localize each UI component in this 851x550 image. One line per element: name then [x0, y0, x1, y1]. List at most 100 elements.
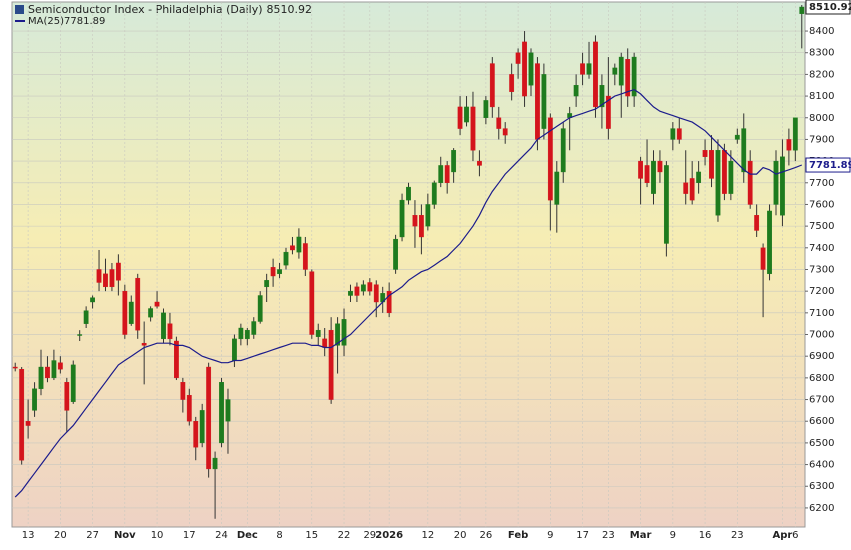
candle-body: [586, 63, 592, 75]
x-tick-label: Mar: [630, 530, 652, 541]
x-tick-label: 15: [305, 530, 318, 541]
candle-body: [535, 63, 540, 140]
candle-body: [728, 160, 734, 194]
candle-body: [83, 310, 89, 324]
candle-body: [335, 323, 340, 346]
candle-body: [406, 186, 411, 201]
x-tick-label: 20: [454, 530, 467, 541]
candle-body: [277, 269, 282, 275]
y-tick-label: 7500: [809, 221, 834, 232]
candle-body: [541, 74, 547, 129]
candle-body: [206, 366, 212, 470]
candle-body: [90, 297, 95, 303]
candle-body: [593, 41, 598, 108]
candle-body: [509, 74, 515, 92]
candle-body: [773, 160, 779, 205]
candle-body: [128, 301, 134, 324]
candle-body: [418, 215, 424, 238]
candle-body: [167, 323, 173, 340]
candle-body: [747, 160, 753, 205]
candle-body: [663, 165, 669, 244]
candle-body: [683, 182, 689, 194]
x-tick-label: 23: [602, 530, 615, 541]
candle-body: [722, 150, 727, 194]
candles: [12, 5, 805, 519]
candle-body: [547, 117, 553, 201]
y-tick-label: 7900: [809, 134, 834, 145]
x-tick-label: 26: [479, 530, 492, 541]
candle-body: [767, 210, 772, 275]
candle-body: [670, 128, 676, 140]
x-tick-label: 9: [547, 530, 553, 541]
y-tick-label: 7100: [809, 308, 834, 319]
candle-body: [451, 150, 457, 173]
y-tick-label: 7400: [809, 243, 834, 254]
candle-body: [625, 59, 631, 97]
x-tick-label: 23: [731, 530, 744, 541]
candle-body: [96, 269, 102, 283]
y-tick-label: 8000: [809, 113, 834, 124]
y-tick-label: 6300: [809, 481, 834, 492]
candle-body: [638, 160, 643, 179]
x-tick-label: Feb: [508, 530, 528, 541]
x-tick-label: 17: [576, 530, 589, 541]
x-tick-label: Nov: [114, 530, 136, 541]
candle-body: [689, 178, 695, 201]
x-tick-label: 6: [792, 530, 798, 541]
candle-body: [786, 139, 792, 151]
candle-body: [354, 286, 360, 296]
candle-body: [25, 421, 31, 426]
candle-body: [109, 269, 115, 288]
candle-body: [219, 382, 224, 444]
candle-body: [309, 271, 315, 335]
x-tick-label: 12: [421, 530, 434, 541]
candle-body: [580, 63, 585, 75]
candle-body: [631, 56, 637, 97]
candle-body: [141, 342, 147, 346]
y-tick-label: 6600: [809, 416, 834, 427]
candle-body: [696, 171, 702, 183]
candle-body: [264, 280, 270, 288]
candle-body: [412, 215, 418, 227]
candle-body: [296, 236, 302, 253]
icon: [15, 5, 24, 14]
candle-body: [618, 56, 624, 86]
y-tick-label: 6900: [809, 351, 834, 362]
x-tick-label: 27: [86, 530, 99, 541]
candle-body: [154, 301, 160, 307]
x-tick-label: 9: [670, 530, 676, 541]
x-tick-label: 16: [699, 530, 712, 541]
x-tick-label: 24: [215, 530, 228, 541]
x-tick-label: 2026: [375, 530, 403, 541]
candle-body: [360, 284, 366, 292]
ma-legend-name: MA(25): [28, 16, 64, 27]
x-tick-label: 29: [363, 530, 376, 541]
y-tick-label: 7300: [809, 264, 834, 275]
y-tick-label: 7000: [809, 330, 834, 341]
candle-body: [135, 277, 141, 331]
candle-body: [193, 421, 199, 448]
candle-body: [651, 160, 656, 194]
candle-body: [77, 334, 83, 336]
candle-body: [715, 150, 721, 216]
last-value-label: 7781.89: [809, 160, 851, 171]
candle-body: [290, 245, 295, 251]
x-tick-label: 22: [338, 530, 351, 541]
candle-body: [257, 295, 263, 322]
legend: Semiconductor Index - Philadelphia (Dail…: [15, 3, 312, 27]
candle-body: [174, 340, 179, 379]
candle-body: [734, 134, 740, 140]
candle-body: [251, 321, 257, 335]
candle-body: [780, 156, 785, 216]
y-tick-label: 6400: [809, 460, 834, 471]
candle-body: [322, 338, 328, 348]
candle-body: [464, 106, 469, 123]
candle-body: [573, 85, 579, 97]
y-tick-label: 8200: [809, 69, 834, 80]
candle-body: [51, 360, 57, 379]
title-value: 8510.92: [267, 3, 313, 16]
candle-body: [754, 215, 760, 231]
candle-body: [425, 204, 431, 227]
candle-body: [599, 85, 605, 108]
